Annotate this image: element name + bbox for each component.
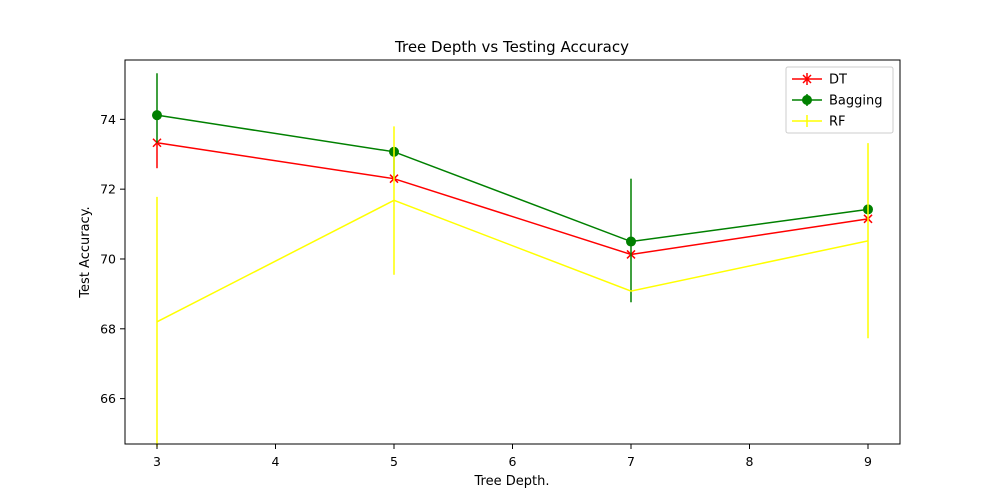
y-axis: 66 68 70 72 74 [100,112,125,406]
legend-item-dt: DT [792,73,847,88]
x-tick-label: 9 [864,454,872,469]
legend-dt-marker [802,74,812,84]
y-tick-label: 74 [100,112,116,127]
series-dt [152,138,873,259]
x-tick-label: 4 [272,454,280,469]
x-tick-label: 5 [390,454,398,469]
plot-area [151,73,874,447]
series-rf [156,126,869,447]
y-tick-label: 66 [100,391,116,406]
legend: DT Bagging RF [785,66,894,134]
series-rf-line [156,199,869,323]
x-axis-label: Tree Depth. [474,474,550,489]
legend-item-rf: RF [792,115,846,130]
series-bagging-marker [151,110,162,121]
chart-title: Tree Depth vs Testing Accuracy [394,38,629,56]
legend-label-rf: RF [829,115,846,130]
y-tick-label: 70 [100,251,116,266]
y-axis-label: Test Accuracy. [78,206,93,298]
series-bagging [151,73,874,303]
x-tick-label: 8 [746,454,754,469]
x-axis: 3 4 5 6 7 8 9 [153,444,872,469]
x-tick-label: 6 [509,454,517,469]
plot-frame [124,59,901,445]
series-bagging-marker [626,236,637,247]
legend-label-dt: DT [829,73,847,88]
legend-bagging-marker [802,95,812,105]
x-tick-label: 7 [627,454,635,469]
y-tick-label: 68 [100,321,116,336]
legend-box [785,66,894,134]
series-dt-line [156,141,869,256]
legend-label-bagging: Bagging [829,94,883,109]
y-tick-label: 72 [100,182,116,197]
x-tick-label: 3 [153,454,161,469]
series-bagging-line [156,114,869,243]
legend-item-bagging: Bagging [792,94,883,109]
